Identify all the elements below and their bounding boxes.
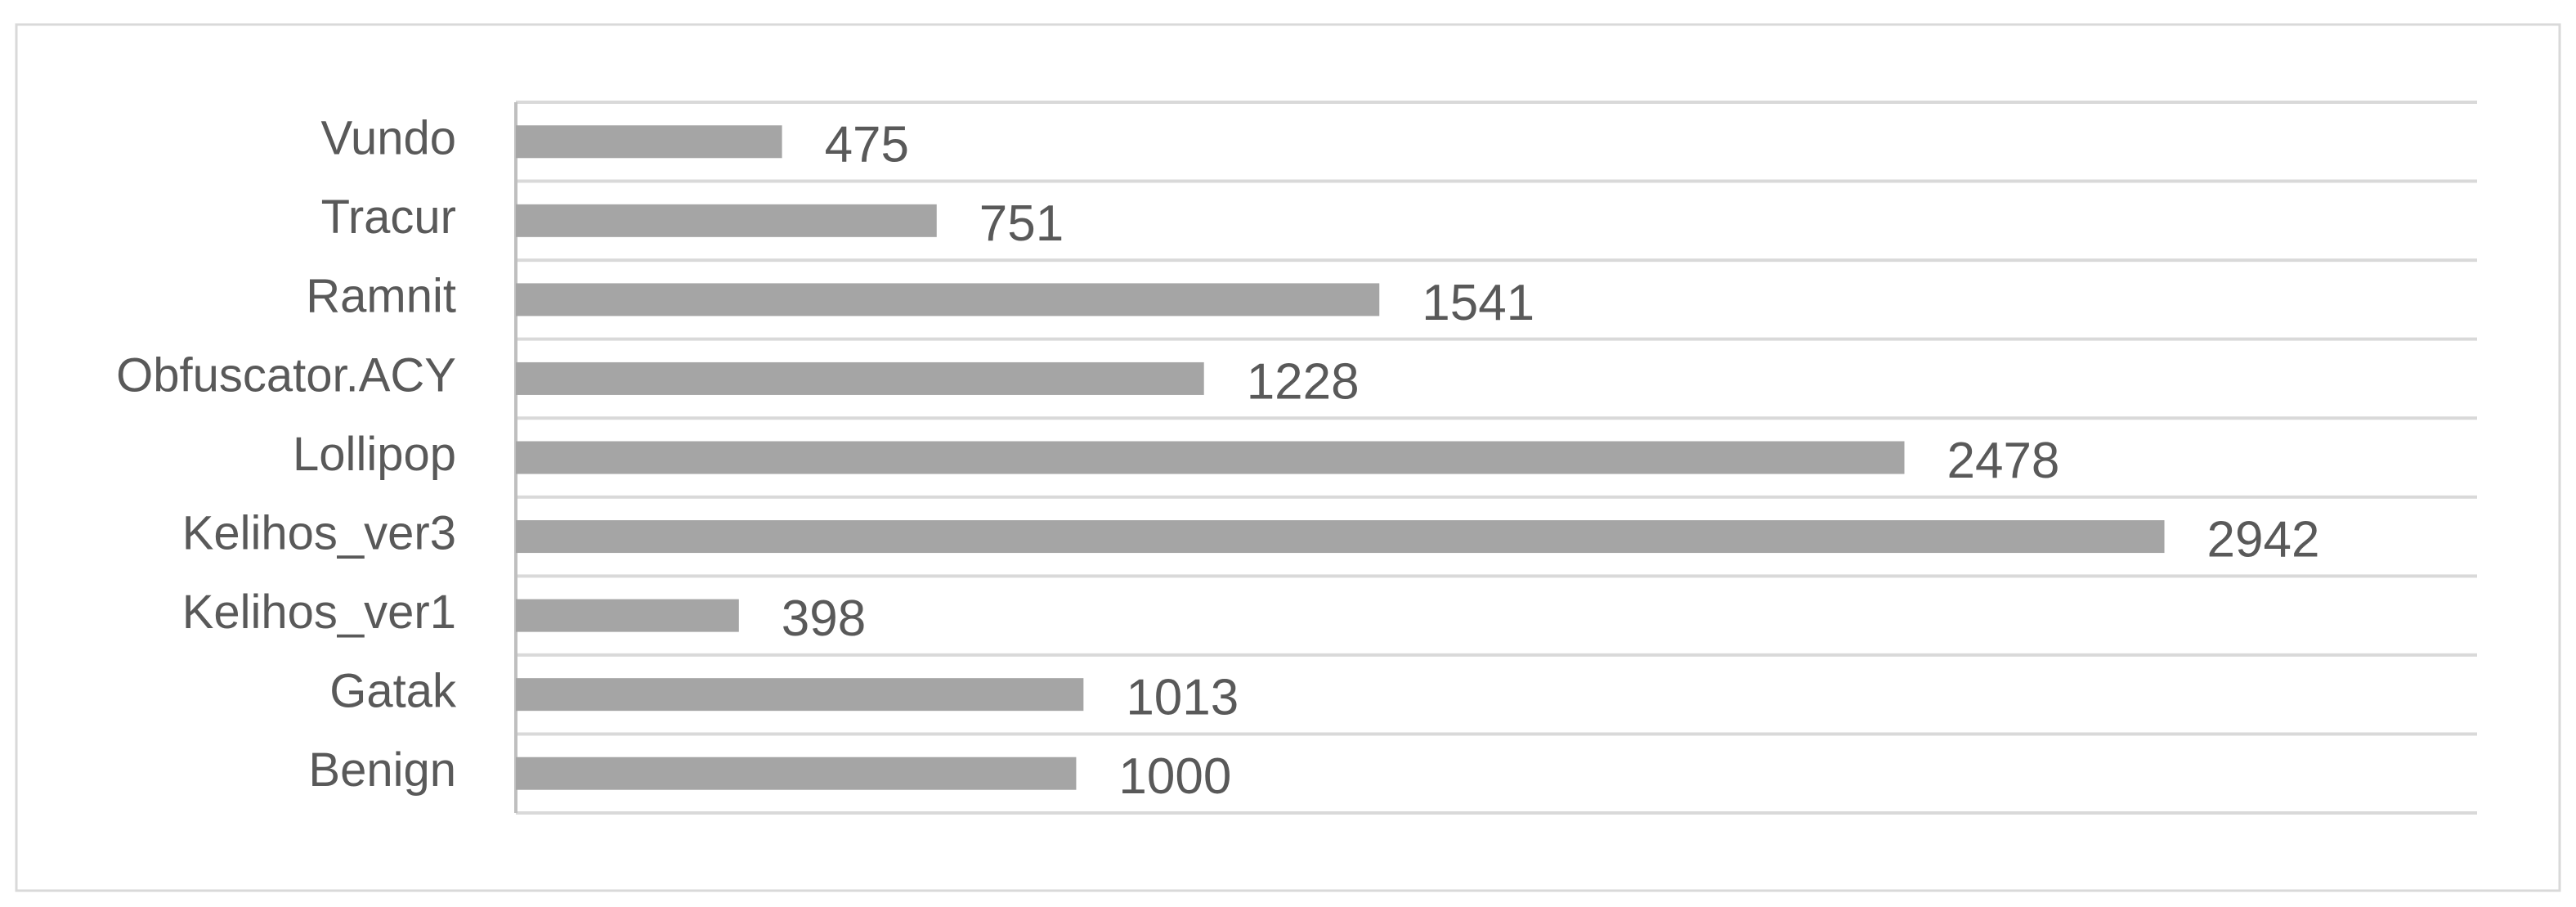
- y-tick-label: Lollipop: [293, 428, 456, 481]
- value-label: 1228: [1247, 353, 1360, 410]
- value-label: 751: [979, 195, 1064, 252]
- bar: [516, 757, 1077, 790]
- bar: [516, 599, 739, 632]
- value-label: 2942: [2207, 511, 2320, 568]
- value-label: 2478: [1947, 433, 2059, 489]
- value-label: 1013: [1126, 670, 1239, 726]
- value-label: 1000: [1118, 748, 1231, 805]
- y-tick-label: Benign: [308, 743, 456, 797]
- y-tick-label: Kelihos_ver1: [182, 586, 456, 639]
- y-tick-label: Kelihos_ver3: [182, 506, 456, 559]
- y-tick-label: Gatak: [329, 664, 457, 717]
- value-label: 475: [825, 117, 909, 173]
- bar: [516, 678, 1084, 712]
- bar: [516, 204, 937, 237]
- bar: [516, 520, 2165, 554]
- bar: [516, 441, 1905, 474]
- y-tick-label: Obfuscator.ACY: [116, 348, 456, 402]
- bar: [516, 125, 782, 159]
- y-tick-label: Tracur: [321, 191, 456, 244]
- value-label: 398: [782, 590, 866, 647]
- bar: [516, 361, 1204, 395]
- value-label: 1541: [1422, 275, 1534, 331]
- y-tick-label: Ramnit: [306, 270, 456, 323]
- bar: [516, 283, 1380, 317]
- y-tick-label: Vundo: [320, 112, 456, 165]
